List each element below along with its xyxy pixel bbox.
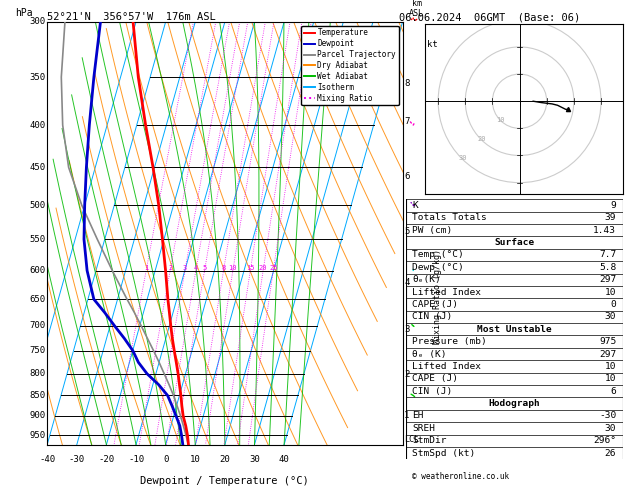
Text: 297: 297: [599, 275, 616, 284]
Text: K: K: [412, 201, 418, 210]
Text: PW (cm): PW (cm): [412, 226, 452, 235]
Text: 4: 4: [194, 264, 198, 271]
Text: StmSpd (kt): StmSpd (kt): [412, 449, 476, 458]
Text: 15: 15: [246, 264, 255, 271]
Text: Mixing Ratio (g/kg): Mixing Ratio (g/kg): [433, 249, 442, 344]
Text: 0: 0: [611, 300, 616, 309]
Text: 850: 850: [30, 391, 45, 400]
Text: 6: 6: [404, 172, 409, 181]
Text: Dewpoint / Temperature (°C): Dewpoint / Temperature (°C): [140, 476, 309, 486]
Text: 950: 950: [30, 431, 45, 440]
Text: 900: 900: [30, 412, 45, 420]
Text: 20: 20: [477, 136, 486, 142]
Text: 30: 30: [604, 424, 616, 433]
Text: 10: 10: [604, 288, 616, 296]
Text: 30: 30: [604, 312, 616, 321]
Text: 2: 2: [168, 264, 172, 271]
Text: 8: 8: [221, 264, 226, 271]
Text: Most Unstable: Most Unstable: [477, 325, 552, 334]
Text: Lifted Index: Lifted Index: [412, 288, 481, 296]
Text: Temp (°C): Temp (°C): [412, 250, 464, 260]
Text: CAPE (J): CAPE (J): [412, 374, 458, 383]
Text: SREH: SREH: [412, 424, 435, 433]
Text: CAPE (J): CAPE (J): [412, 300, 458, 309]
Text: 10: 10: [496, 117, 505, 123]
Text: 450: 450: [30, 163, 45, 172]
Text: Lifted Index: Lifted Index: [412, 362, 481, 371]
Text: Surface: Surface: [494, 238, 534, 247]
Text: 600: 600: [30, 266, 45, 275]
Text: 39: 39: [604, 213, 616, 222]
Text: 26: 26: [604, 449, 616, 458]
Text: 700: 700: [30, 321, 45, 330]
Text: θₑ(K): θₑ(K): [412, 275, 441, 284]
Text: 40: 40: [279, 455, 289, 464]
Text: CIN (J): CIN (J): [412, 312, 452, 321]
Text: Pressure (mb): Pressure (mb): [412, 337, 487, 346]
Text: 25: 25: [269, 264, 277, 271]
Text: θₑ (K): θₑ (K): [412, 349, 447, 359]
Text: 1: 1: [144, 264, 148, 271]
Text: hPa: hPa: [15, 8, 33, 17]
Text: 20: 20: [259, 264, 267, 271]
Text: -40: -40: [39, 455, 55, 464]
Text: 20: 20: [220, 455, 230, 464]
Text: 3: 3: [183, 264, 187, 271]
Text: 7.7: 7.7: [599, 250, 616, 260]
Text: 5: 5: [404, 227, 409, 236]
Text: 5.8: 5.8: [599, 263, 616, 272]
Text: 6: 6: [611, 387, 616, 396]
Text: 10: 10: [190, 455, 201, 464]
Text: LCL: LCL: [404, 434, 420, 444]
Text: Dewp (°C): Dewp (°C): [412, 263, 464, 272]
Text: 10: 10: [604, 362, 616, 371]
Text: 750: 750: [30, 346, 45, 355]
Text: kt: kt: [427, 40, 438, 49]
Text: 800: 800: [30, 369, 45, 378]
Text: 300: 300: [30, 17, 45, 26]
Text: 350: 350: [30, 73, 45, 82]
Text: -20: -20: [98, 455, 114, 464]
Text: 4: 4: [404, 278, 409, 287]
Text: Totals Totals: Totals Totals: [412, 213, 487, 222]
Text: -30: -30: [599, 412, 616, 420]
Text: 3: 3: [404, 326, 409, 334]
Text: 2: 2: [404, 370, 409, 379]
Text: km
ASL: km ASL: [409, 0, 425, 17]
Text: 650: 650: [30, 295, 45, 304]
Text: 06.06.2024  06GMT  (Base: 06): 06.06.2024 06GMT (Base: 06): [399, 12, 581, 22]
Legend: Temperature, Dewpoint, Parcel Trajectory, Dry Adiabat, Wet Adiabat, Isotherm, Mi: Temperature, Dewpoint, Parcel Trajectory…: [301, 26, 399, 105]
Text: 0: 0: [163, 455, 169, 464]
Text: 5: 5: [203, 264, 207, 271]
Text: 550: 550: [30, 235, 45, 244]
Text: 30: 30: [249, 455, 260, 464]
Text: Hodograph: Hodograph: [488, 399, 540, 408]
Text: 1: 1: [404, 412, 409, 420]
Text: 10: 10: [604, 374, 616, 383]
Text: 8: 8: [404, 79, 409, 88]
Text: 975: 975: [599, 337, 616, 346]
Text: 297: 297: [599, 349, 616, 359]
Text: EH: EH: [412, 412, 424, 420]
Text: 1.43: 1.43: [593, 226, 616, 235]
Text: 296°: 296°: [593, 436, 616, 445]
Text: StmDir: StmDir: [412, 436, 447, 445]
Text: CIN (J): CIN (J): [412, 387, 452, 396]
Text: -30: -30: [69, 455, 85, 464]
Text: 9: 9: [611, 201, 616, 210]
Text: 500: 500: [30, 201, 45, 209]
Text: 52°21'N  356°57'W  176m ASL: 52°21'N 356°57'W 176m ASL: [47, 12, 216, 22]
Text: 10: 10: [228, 264, 237, 271]
Text: © weatheronline.co.uk: © weatheronline.co.uk: [412, 472, 509, 481]
Text: 400: 400: [30, 121, 45, 130]
Text: -10: -10: [128, 455, 144, 464]
Text: 7: 7: [404, 117, 409, 126]
Text: 30: 30: [459, 155, 467, 161]
